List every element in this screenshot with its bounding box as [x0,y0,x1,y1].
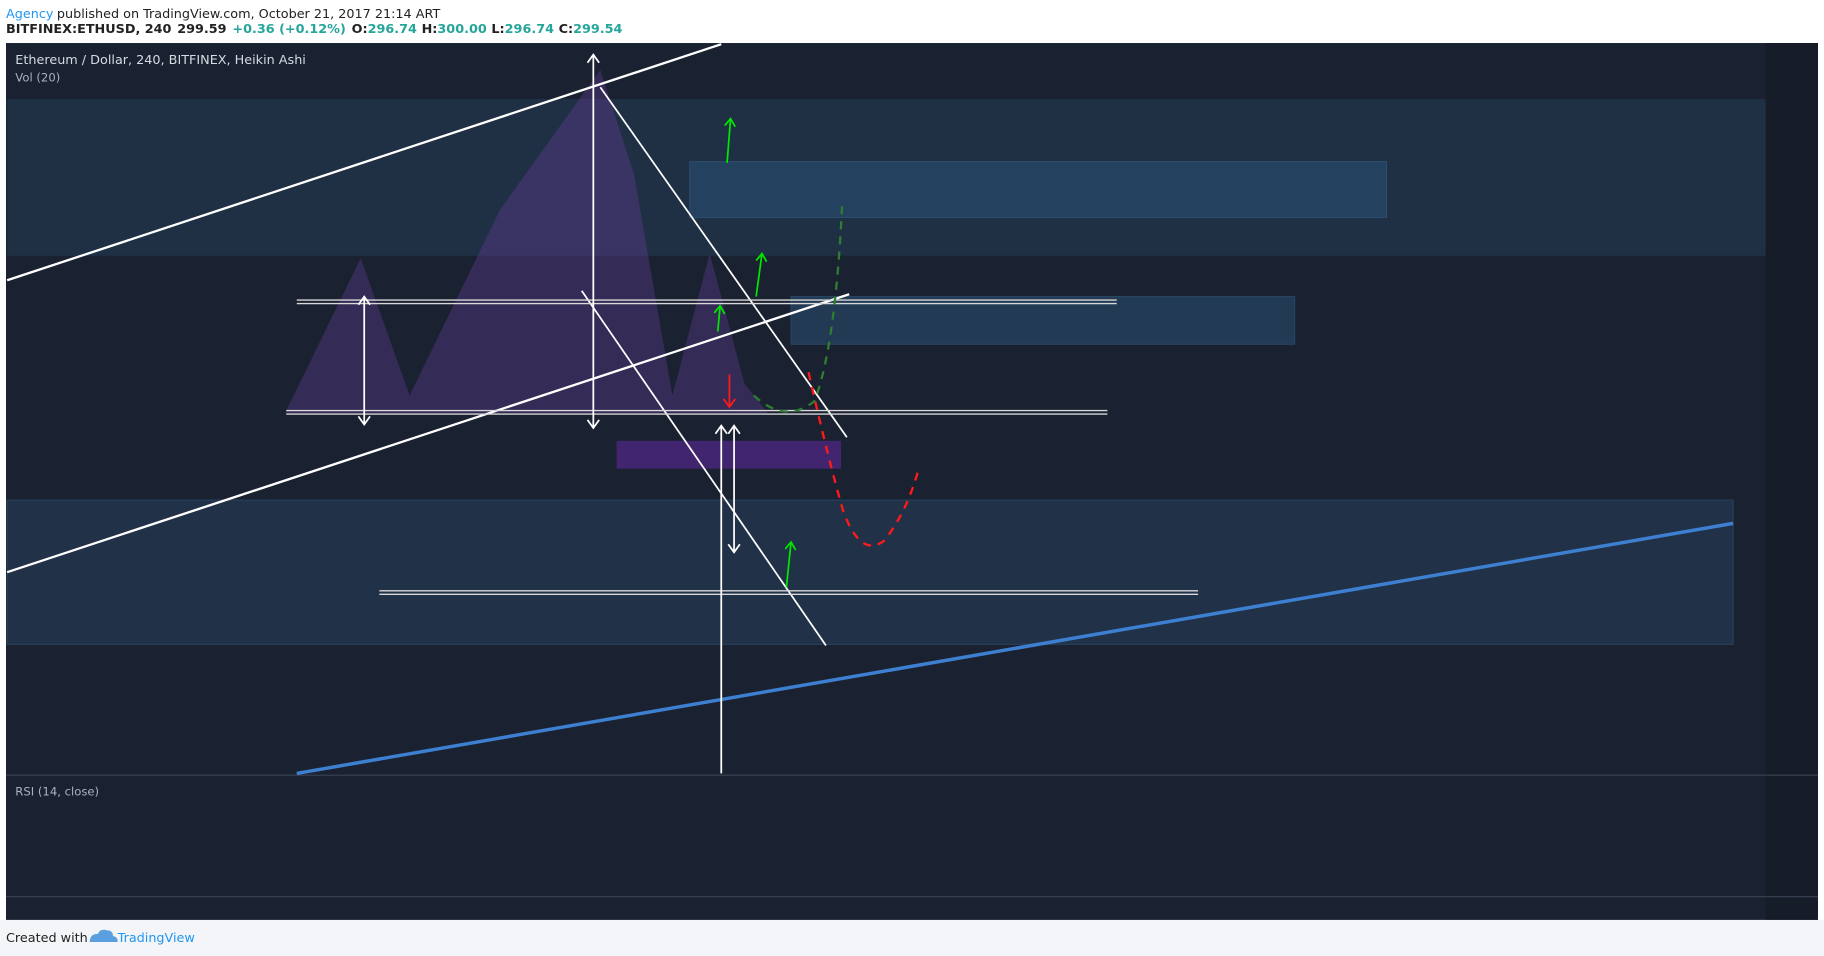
change: +0.36 (+0.12%) [232,22,345,37]
ohlc-key: H: [422,22,438,37]
published: published on TradingView.com, October 21… [57,6,441,21]
price-axis-background [1765,43,1818,920]
volume-title: Vol (20) [15,70,60,84]
target-arrows [713,117,797,588]
zone-box [689,161,1388,219]
uptrend-line [296,521,1734,776]
chart-background [6,43,1818,920]
downtrend-line [580,290,827,646]
footer-background [0,919,1824,956]
measure-arrows [357,53,741,774]
ohlc-value: 300.00 [437,22,486,37]
wedge-line [6,43,722,282]
zone-box [6,499,1734,645]
neckline [286,299,1199,595]
projection-path [753,203,844,413]
rsi-title: RSI (14, close) [15,785,99,799]
wedge-line [6,293,850,574]
footer-created: Created with [6,931,88,946]
logo[interactable] [89,929,118,943]
ohlc-value: 296.74 [505,22,554,37]
ohlc-value: 296.74 [368,22,417,37]
chart-title: Ethereum / Dollar, 240, BITFINEX, Heikin… [15,53,306,68]
symbol: BITFINEX:ETHUSD, 240 [6,22,172,37]
footer-brand[interactable]: TradingView [117,931,195,946]
downtrend-line [599,86,848,438]
last: 299.59 [177,22,226,37]
down-arrow [722,374,736,409]
zone-box [790,295,1296,345]
ohlc-value: 299.54 [573,22,622,37]
publisher[interactable]: Agency [6,6,54,21]
drawings [6,69,1766,645]
crown-zone [616,440,842,469]
ohlc-key: C: [559,22,574,37]
header-line: Agency published on TradingView.com, Octo… [6,6,440,21]
projection-path [807,371,921,547]
zone-box [7,98,1766,256]
trend-drawings [6,43,1734,776]
head-shoulders-shape [285,69,768,413]
ohlc-key: L: [491,22,504,37]
ohlc-key: O: [352,22,368,37]
quote-line: BITFINEX:ETHUSD, 240 299.59 +0.36 (+0.12%)… [6,22,623,37]
